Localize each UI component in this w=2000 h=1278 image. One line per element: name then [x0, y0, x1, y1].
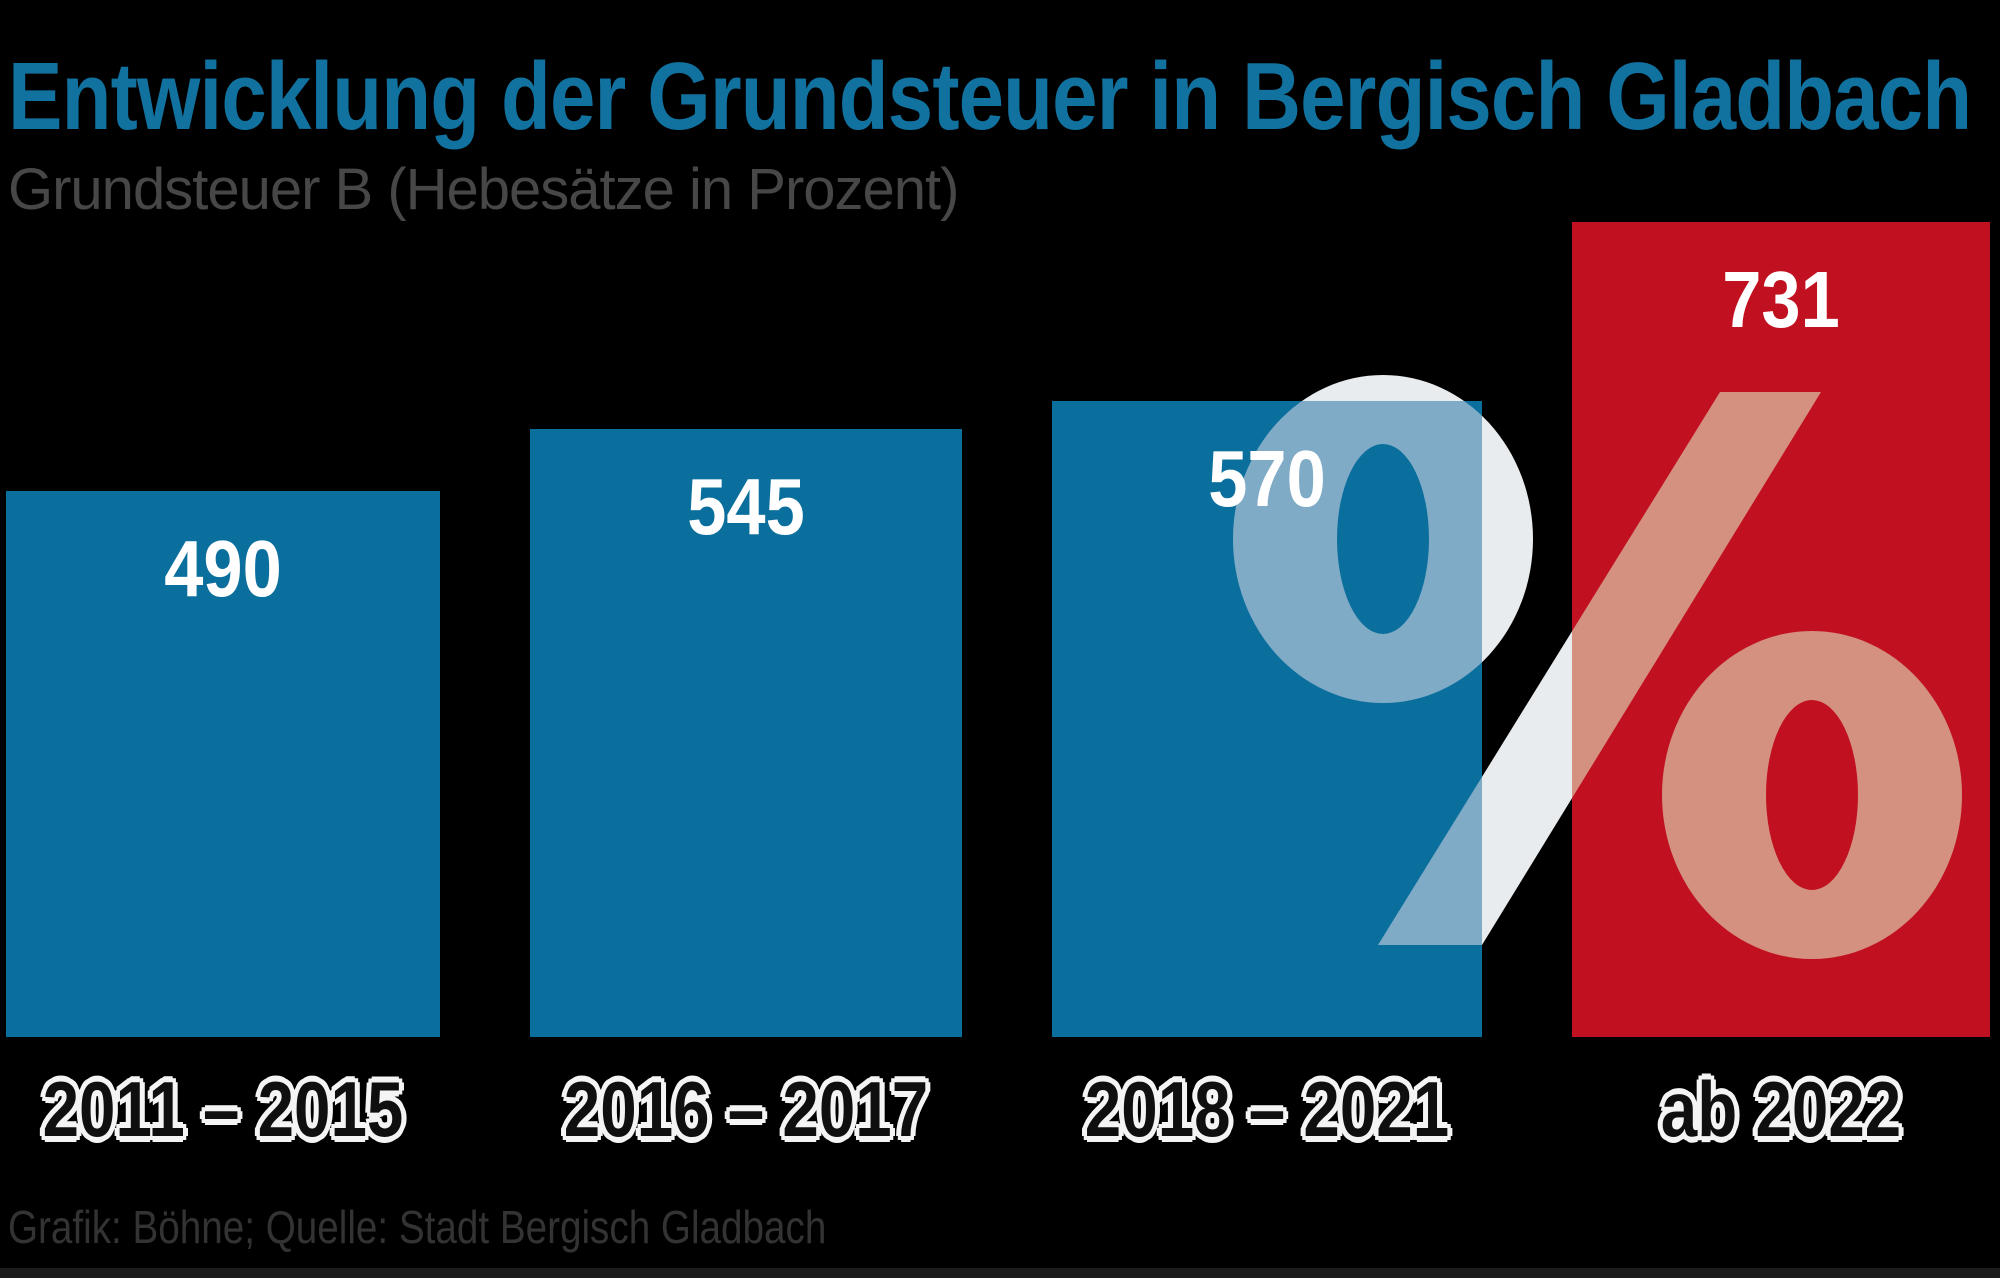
category-label: 2018 – 2021: [1084, 1065, 1450, 1153]
category-label: 2016 – 2017: [563, 1065, 929, 1153]
chart-subtitle: Grundsteuer B (Hebesätze in Prozent): [8, 157, 959, 222]
bar-2016 – 2017: [530, 429, 962, 1037]
value-label: 490: [164, 524, 282, 613]
bottom-edge-strip: [0, 1268, 2000, 1278]
page-title: Entwicklung der Grundsteuer in Bergisch …: [8, 43, 1972, 150]
bar-2011 – 2015: [6, 491, 440, 1037]
category-label: ab 2022: [1660, 1065, 1902, 1153]
value-label: 545: [687, 462, 805, 551]
credit-line: Grafik: Böhne; Quelle: Stadt Bergisch Gl…: [8, 1201, 827, 1253]
value-label: 731: [1722, 255, 1840, 344]
category-label: 2011 – 2015: [42, 1065, 404, 1153]
bars-layer: [6, 222, 1990, 1037]
value-label: 570: [1208, 434, 1326, 523]
